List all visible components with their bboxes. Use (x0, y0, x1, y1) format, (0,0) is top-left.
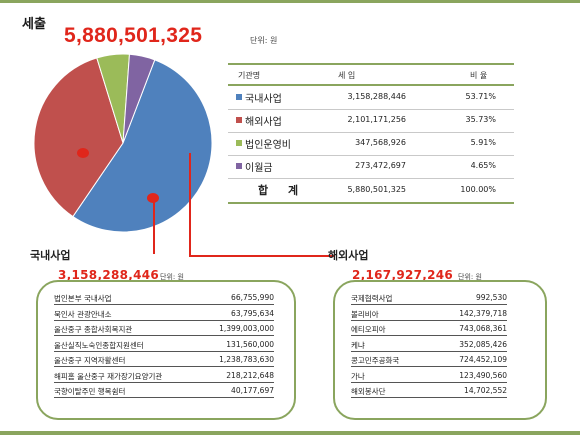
list-item-name: 울산중구 종합사회복지관 (54, 325, 133, 334)
list-item-value: 218,212,648 (226, 370, 274, 380)
list-item: 울산실직노숙인종합지원센터 131,560,000 (54, 339, 274, 352)
table-row-label: 법인운영비 (245, 140, 291, 151)
list-item-name: 콩고민주공화국 (351, 356, 400, 365)
list-item: 국제협력사업 992,530 (351, 292, 507, 305)
list-item-name: 울산중구 지역자활센터 (54, 356, 126, 365)
list-item-value: 352,085,426 (459, 339, 507, 349)
list-item: 울산중구 지역자활센터 1,238,783,630 (54, 354, 274, 367)
table-row-amount: 273,472,697 (355, 161, 406, 170)
legend-swatch-carryover (236, 163, 242, 169)
list-item-value: 66,755,990 (231, 293, 274, 302)
list-item-name: 국향이탈주민 행복쉼터 (54, 387, 126, 396)
list-item-value: 14,702,552 (464, 386, 507, 395)
list-item-name: 해피홈 울산중구 재가장기요양기관 (54, 371, 163, 381)
overseas-unit-label: 단위: 원 (458, 273, 482, 281)
legend-swatch-domestic (236, 94, 242, 100)
table-row-amount: 347,568,926 (355, 138, 406, 147)
list-item-value: 1,238,783,630 (219, 355, 274, 364)
domestic-connector-line (153, 198, 155, 254)
overseas-marker-dot (77, 148, 89, 158)
total-row-amount: 5,880,501,325 (347, 185, 406, 194)
domestic-section-title: 국내사업 (30, 249, 71, 262)
list-item: 콩고민주공화국 724,452,109 (351, 354, 507, 367)
top-frame-line (0, 0, 580, 3)
list-item-name: 에티오피아 (351, 325, 386, 334)
list-item-name: 가나 (351, 371, 365, 381)
table-bottom-rule (228, 202, 514, 204)
total-row-label: 합 계 (258, 184, 307, 197)
list-item-value: 40,177,697 (231, 386, 274, 395)
overseas-connector-h (189, 255, 335, 257)
list-item: 법인본부 국내사업 66,755,990 (54, 292, 274, 305)
list-item-value: 142,379,718 (459, 308, 507, 318)
list-item-value: 1,399,003,000 (219, 324, 274, 333)
bottom-frame-line (0, 431, 580, 435)
table-row-overseas: 해외사업 2,101,171,256 35.73% (228, 109, 514, 133)
total-amount: 5,880,501,325 (64, 24, 203, 47)
list-item-value: 724,452,109 (459, 355, 507, 364)
table-header-org: 기관명 (238, 71, 261, 80)
table-row-amount: 3,158,288,446 (347, 92, 406, 101)
overseas-amount: 2,167,927,246 (352, 268, 454, 282)
table-row-domestic: 국내사업 3,158,288,446 53.71% (228, 86, 514, 110)
table-row-label: 해외사업 (245, 117, 282, 128)
list-item: 에티오피아 743,068,361 (351, 323, 507, 336)
list-item: 케냐 352,085,426 (351, 339, 507, 352)
list-item: 울산중구 종합사회복지관 1,399,003,000 (54, 323, 274, 336)
list-item-value: 992,530 (475, 293, 507, 302)
list-item-name: 해외봉사단 (351, 387, 386, 396)
page-title: 세출 (22, 17, 46, 32)
list-item-name: 울산실직노숙인종합지원센터 (54, 340, 144, 350)
overseas-items-box: 국제협력사업 992,530 볼리비아 142,379,718 에티오피아 743,068… (333, 280, 547, 420)
list-item: 북인사 관광안내소 63,795,634 (54, 308, 274, 321)
list-item-name: 북인사 관광안내소 (54, 309, 112, 319)
table-header-ratio: 비 율 (470, 71, 488, 80)
pie-slice-carryover (122, 53, 156, 144)
list-item: 볼리비아 142,379,718 (351, 308, 507, 321)
table-row-percent: 5.91% (470, 138, 496, 147)
table-header-rule (228, 84, 514, 86)
table-total-row: 합 계 5,880,501,325 100.00% (228, 178, 514, 202)
table-row-percent: 35.73% (465, 115, 496, 124)
total-unit-label: 단위: 원 (250, 36, 278, 45)
table-row-percent: 53.71% (465, 92, 496, 101)
list-item-value: 63,795,634 (231, 308, 274, 318)
total-row-percent: 100.00% (460, 185, 496, 194)
table-header-income: 세 입 (338, 71, 356, 80)
list-item-value: 131,560,000 (226, 339, 274, 349)
table-row-carryover: 이월금 273,472,697 4.65% (228, 155, 514, 179)
list-item-name: 볼리비아 (351, 309, 379, 319)
domestic-items-box: 법인본부 국내사업 66,755,990 북인사 관광안내소 63,795,634 울산… (36, 280, 296, 420)
list-item: 해외봉사단 14,702,552 (351, 385, 507, 398)
legend-swatch-overseas (236, 117, 242, 123)
list-item: 국향이탈주민 행복쉼터 40,177,697 (54, 385, 274, 398)
list-item: 가나 123,490,560 (351, 370, 507, 383)
legend-swatch-corporate (236, 140, 242, 146)
pie-slice-overseas (33, 57, 124, 218)
pie-slice-domestic (72, 59, 213, 233)
table-row-corporate: 법인운영비 347,568,926 5.91% (228, 132, 514, 156)
list-item: 해피홈 울산중구 재가장기요양기관 218,212,648 (54, 370, 274, 383)
overseas-connector-v (189, 153, 191, 256)
table-row-amount: 2,101,171,256 (347, 115, 406, 124)
table-row-label: 이월금 (245, 163, 273, 174)
list-item-name: 법인본부 국내사업 (54, 294, 112, 303)
table-top-rule (228, 63, 514, 65)
overseas-section-title: 해외사업 (328, 249, 369, 262)
list-item-name: 국제협력사업 (351, 294, 393, 303)
table-row-percent: 4.65% (470, 161, 496, 170)
domestic-amount: 3,158,288,446 (58, 268, 160, 282)
table-row-label: 국내사업 (245, 94, 282, 105)
list-item-value: 123,490,560 (459, 370, 507, 380)
list-item-name: 케냐 (351, 340, 365, 350)
list-item-value: 743,068,361 (459, 324, 507, 333)
domestic-unit-label: 단위: 원 (160, 273, 184, 281)
